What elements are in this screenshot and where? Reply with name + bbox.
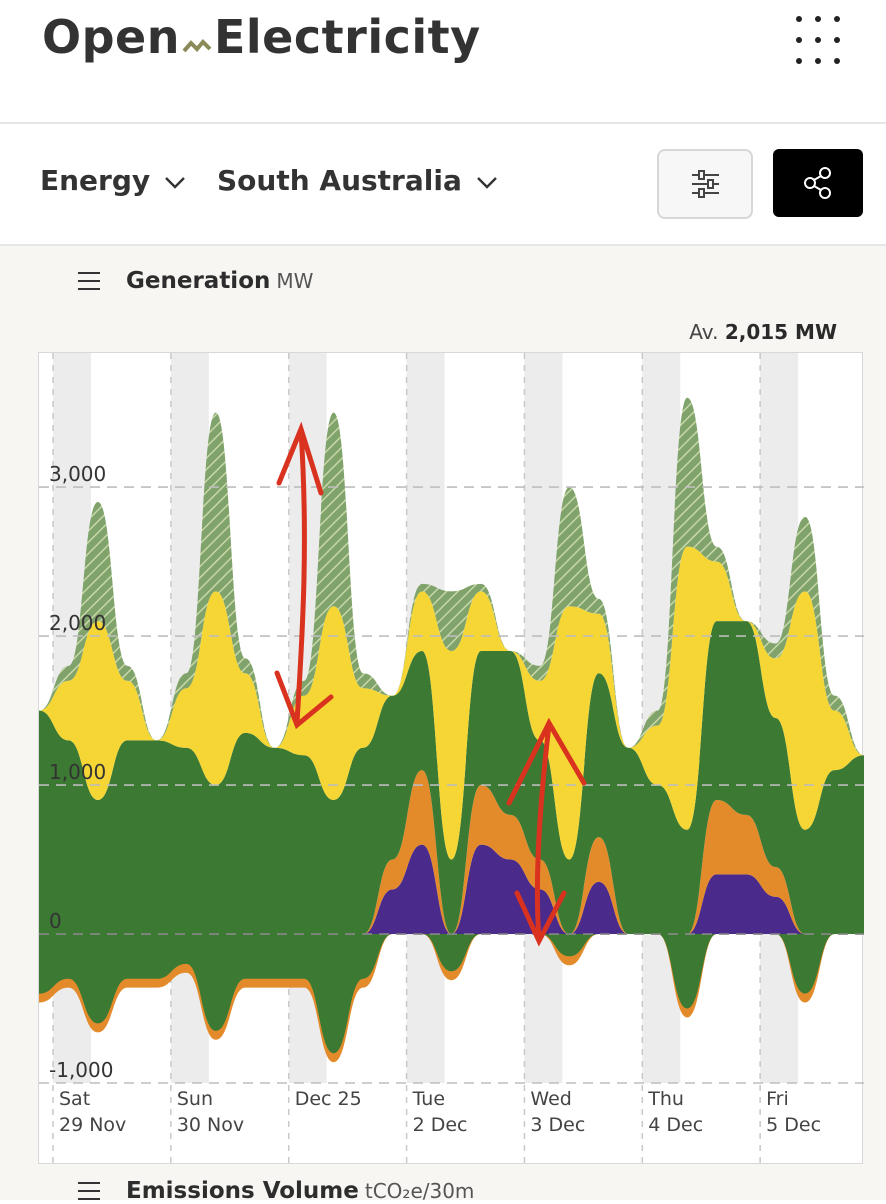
series-area-rooftop_solar — [39, 397, 864, 756]
annotation-arrow-head — [506, 717, 587, 806]
logo-text-open: Open — [42, 10, 180, 64]
x-tick-date: 3 Dec — [530, 1114, 585, 1136]
hamburger-icon[interactable] — [78, 272, 100, 290]
menu-dots-icon[interactable] — [790, 14, 846, 68]
emissions-title: Emissions Volume — [126, 1178, 359, 1204]
average-value: 2,015 MW — [724, 320, 837, 344]
annotation-arrow-head — [274, 670, 334, 730]
region-dropdown[interactable]: South Australia — [217, 164, 498, 197]
chevron-down-icon — [164, 164, 186, 197]
series-area-wind — [39, 621, 864, 935]
x-tick-day: Wed — [530, 1088, 571, 1110]
metric-label: Energy — [40, 164, 151, 197]
annotation-arrow-head — [514, 890, 567, 947]
app-header: Open Electricity — [0, 0, 886, 124]
generation-unit: MW — [276, 269, 314, 293]
annotation-arrow-head — [276, 421, 324, 496]
series-area-negative-load — [39, 934, 864, 1054]
hamburger-icon[interactable] — [78, 1182, 100, 1200]
generation-chart-svg[interactable]: 3,000 2,000 1,000 0 -1,000 Sat 29 Nov Sun 30 No… — [39, 353, 864, 1165]
x-tick-day: Dec 25 — [295, 1088, 362, 1110]
share-icon — [773, 167, 863, 221]
annotation-arrow-line — [294, 428, 307, 726]
y-tick-label: 3,000 — [49, 462, 106, 486]
generation-chart[interactable]: 3,000 2,000 1,000 0 -1,000 Sat 29 Nov Sun 30 No… — [38, 352, 864, 1165]
region-label: South Australia — [217, 164, 462, 197]
chevron-down-icon — [476, 164, 498, 197]
filter-button[interactable] — [657, 149, 753, 219]
average-readout: Av. 2,015 MW — [689, 320, 837, 344]
metric-dropdown[interactable]: Energy — [40, 164, 186, 197]
x-tick-date: 5 Dec — [766, 1114, 821, 1136]
x-tick-date: 29 Nov — [59, 1114, 126, 1136]
x-tick-day: Tue — [412, 1088, 445, 1110]
annotation-arrow-line — [534, 722, 552, 942]
y-tick-label: -1,000 — [49, 1058, 113, 1082]
average-label: Av. — [689, 320, 719, 344]
toolbar: Energy South Australia — [0, 124, 886, 246]
x-tick-day: Sun — [177, 1088, 213, 1110]
x-tick-day: Thu — [647, 1088, 684, 1110]
y-tick-label: 1,000 — [49, 760, 106, 784]
share-button[interactable] — [773, 149, 863, 217]
x-tick-day: Sat — [59, 1088, 90, 1110]
logo-mark-icon — [182, 14, 212, 68]
x-tick-day: Fri — [766, 1088, 789, 1110]
logo-text-electricity: Electricity — [213, 10, 481, 64]
generation-title: Generation — [126, 268, 271, 294]
x-tick-date: 30 Nov — [177, 1114, 244, 1136]
emissions-unit: tCO₂e/30m — [364, 1179, 475, 1203]
series-area-solar — [39, 546, 864, 860]
y-tick-label: 2,000 — [49, 611, 106, 635]
emissions-header: Emissions Volume tCO₂e/30m — [78, 1178, 474, 1204]
y-tick-label: 0 — [49, 909, 62, 933]
series-area-battery — [39, 844, 864, 935]
logo[interactable]: Open Electricity — [42, 10, 481, 68]
x-tick-date: 4 Dec — [648, 1114, 703, 1136]
generation-header: Generation MW — [78, 268, 313, 294]
x-tick-date: 2 Dec — [413, 1114, 468, 1136]
filter-sliders-icon — [659, 170, 751, 221]
